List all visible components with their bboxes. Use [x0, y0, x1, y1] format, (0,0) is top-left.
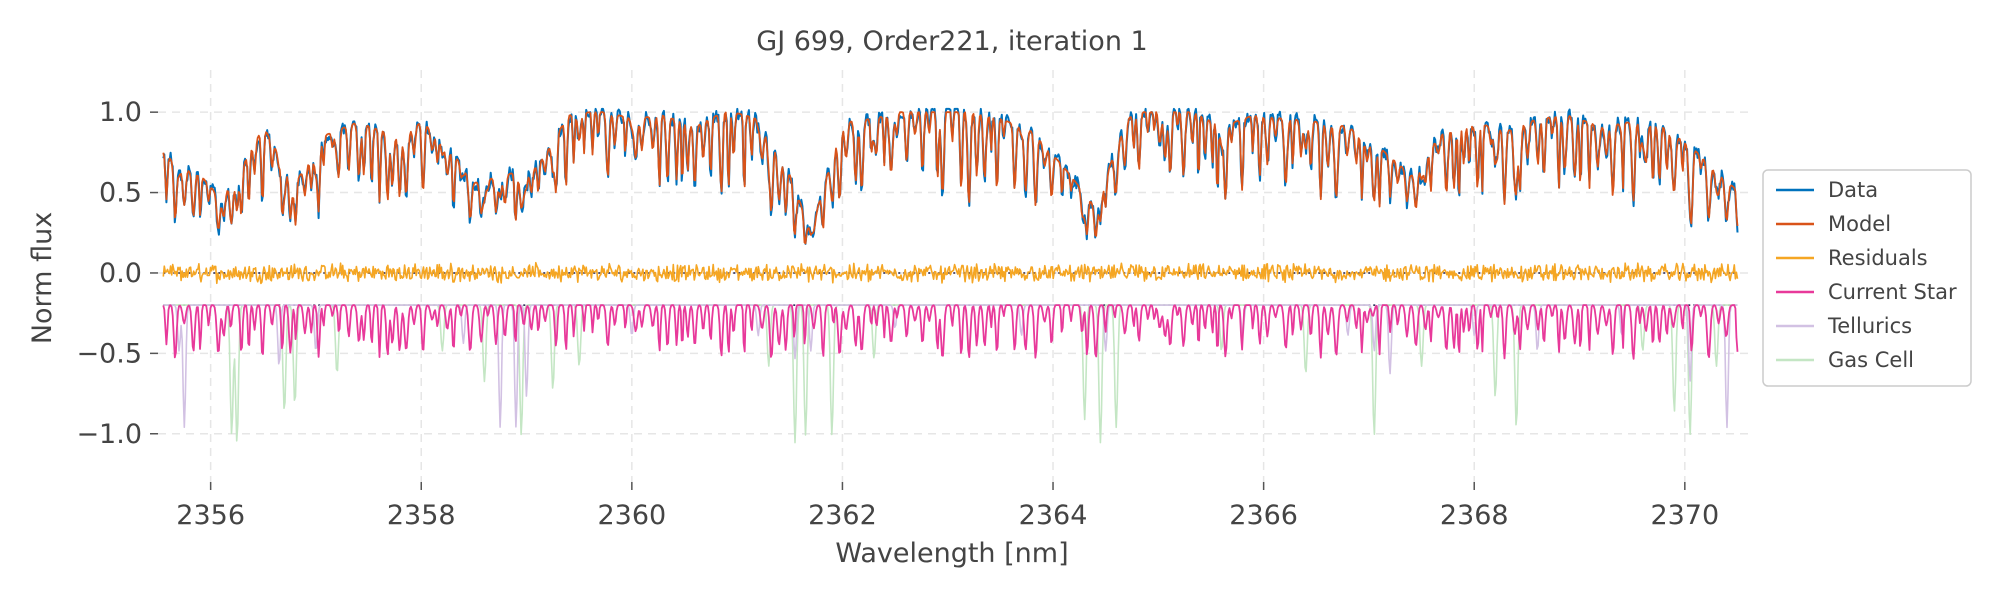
legend-label: Residuals	[1828, 246, 1928, 270]
y-tick-label: 0.5	[99, 178, 142, 209]
y-tick-label: 0.0	[99, 258, 142, 289]
y-tick-label: −1.0	[76, 419, 142, 450]
x-tick-label: 2368	[1440, 500, 1509, 531]
series-tellurics-line	[163, 304, 1738, 429]
legend: Data Model Residuals Current Star Tellurics G…	[1762, 169, 1972, 387]
series-current-star-line	[162, 304, 1739, 360]
legend-label: Gas Cell	[1828, 348, 1914, 372]
chart-title: GJ 699, Order221, iteration 1	[756, 26, 1147, 57]
series-residuals-line	[162, 261, 1739, 285]
legend-label: Model	[1828, 212, 1891, 236]
x-axis-label: Wavelength [nm]	[835, 538, 1068, 569]
series-model-line	[162, 111, 1739, 245]
x-tick-label: 2362	[808, 500, 877, 531]
legend-label: Data	[1828, 178, 1878, 202]
grid-lines	[158, 70, 1748, 482]
x-tick-label: 2360	[597, 500, 666, 531]
y-axis-ticks: 1.0 0.5 0.0 −0.5 −1.0	[76, 97, 158, 450]
x-tick-label: 2366	[1229, 500, 1298, 531]
x-tick-label: 2356	[176, 500, 245, 531]
y-axis-label: Norm flux	[27, 212, 58, 344]
series-layer	[162, 107, 1739, 444]
reference-lines	[163, 272, 1738, 306]
x-tick-label: 2364	[1019, 500, 1088, 531]
legend-label: Tellurics	[1827, 314, 1912, 338]
x-tick-label: 2358	[387, 500, 456, 531]
series-data-line	[162, 107, 1739, 245]
y-tick-label: 1.0	[99, 97, 142, 128]
legend-frame	[1762, 169, 1972, 387]
x-tick-label: 2370	[1650, 500, 1719, 531]
legend-label: Current Star	[1828, 280, 1957, 304]
y-tick-label: −0.5	[76, 338, 142, 369]
x-axis-ticks: 2356 2358 2360 2362 2364 2366 2368 2370	[176, 482, 1719, 531]
series-gas-cell-line	[163, 304, 1738, 444]
